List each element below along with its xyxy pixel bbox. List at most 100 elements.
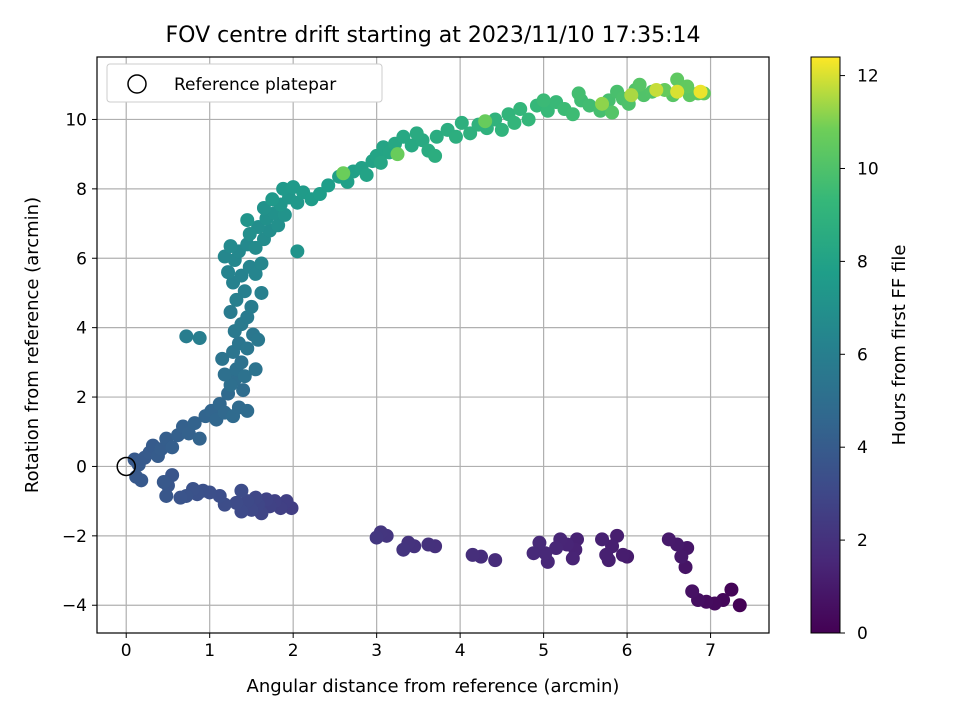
data-point xyxy=(229,292,244,307)
data-point xyxy=(223,239,238,254)
data-point xyxy=(373,155,388,170)
data-point xyxy=(428,148,443,163)
data-point xyxy=(240,341,255,356)
data-point xyxy=(521,112,536,127)
legend-label-reference: Reference platepar xyxy=(174,75,336,95)
chart-title: FOV centre drift starting at 2023/11/10 … xyxy=(166,23,701,48)
legend: Reference platepar xyxy=(106,63,383,103)
colorbar-tick-label: 10 xyxy=(857,159,879,179)
x-axis-label: Angular distance from reference (arcmin) xyxy=(247,676,620,697)
data-point xyxy=(181,426,196,441)
y-axis-label: Rotation from reference (arcmin) xyxy=(22,197,43,493)
reference-point-marker xyxy=(116,456,136,477)
x-tick-label: 0 xyxy=(121,641,132,661)
data-point xyxy=(154,442,169,457)
data-point xyxy=(248,240,263,255)
data-point xyxy=(248,362,263,377)
data-point xyxy=(321,178,336,193)
data-point xyxy=(192,331,207,346)
colorbar-tick-label: 6 xyxy=(857,345,868,365)
data-point xyxy=(465,547,480,562)
data-point xyxy=(632,77,647,92)
data-point xyxy=(290,195,305,210)
x-tick-label: 2 xyxy=(288,641,299,661)
data-point xyxy=(390,147,405,162)
data-point xyxy=(187,416,202,431)
axis-ticks: 0 1 2 3 4 5 6 7 −4 −2 0 2 4 6 8 10 xyxy=(62,110,716,661)
y-tick-label: 2 xyxy=(76,388,87,408)
colorbar-tick-label: 2 xyxy=(857,531,868,551)
x-tick-label: 1 xyxy=(204,641,215,661)
data-point xyxy=(312,187,327,202)
x-tick-label: 6 xyxy=(622,641,633,661)
data-point xyxy=(215,351,230,366)
data-point xyxy=(670,72,685,87)
colorbar-ticks: 0 2 4 6 8 10 12 xyxy=(840,67,879,644)
data-point xyxy=(242,226,257,241)
y-tick-label: −2 xyxy=(62,527,87,547)
data-point xyxy=(404,138,419,153)
data-point xyxy=(271,218,286,233)
colorbar-label: Hours from first FF file xyxy=(889,245,910,446)
data-point xyxy=(229,495,244,510)
data-point xyxy=(256,200,271,215)
data-point xyxy=(685,584,700,599)
data-point xyxy=(549,540,564,555)
data-point xyxy=(396,542,411,557)
data-point xyxy=(478,114,493,129)
data-point xyxy=(724,582,739,597)
data-point xyxy=(565,107,580,122)
data-point xyxy=(595,96,610,111)
y-tick-label: 8 xyxy=(76,180,87,200)
colorbar: 0 2 4 6 8 10 12 Hours from first FF file xyxy=(810,56,910,644)
data-point xyxy=(254,256,269,271)
data-point xyxy=(532,535,547,550)
data-point xyxy=(421,537,436,552)
data-point xyxy=(237,369,252,384)
x-tick-label: 3 xyxy=(371,641,382,661)
data-point xyxy=(595,532,610,547)
plot-frame xyxy=(96,56,770,634)
data-points xyxy=(116,72,747,613)
y-tick-label: −4 xyxy=(62,596,87,616)
x-tick-label: 7 xyxy=(705,641,716,661)
grid xyxy=(97,57,769,633)
data-point xyxy=(254,285,269,300)
data-point xyxy=(159,488,174,503)
data-point xyxy=(217,367,232,382)
data-point xyxy=(624,88,639,103)
data-point xyxy=(240,213,255,228)
data-point xyxy=(605,105,620,120)
data-point xyxy=(223,305,238,320)
data-point xyxy=(134,473,149,488)
data-point xyxy=(513,102,528,117)
data-point xyxy=(610,528,625,543)
data-point xyxy=(173,490,188,505)
data-point xyxy=(565,551,580,566)
data-point xyxy=(615,547,630,562)
data-point xyxy=(536,93,551,108)
data-point xyxy=(674,549,689,564)
data-point xyxy=(251,332,266,347)
data-point xyxy=(179,329,194,344)
data-point xyxy=(192,431,207,446)
data-point xyxy=(369,530,384,545)
data-point xyxy=(538,546,553,561)
data-point xyxy=(599,547,614,562)
data-point xyxy=(217,249,232,264)
data-point xyxy=(248,266,263,281)
data-point xyxy=(234,355,249,370)
data-point xyxy=(236,383,251,398)
colorbar-tick-label: 8 xyxy=(857,252,868,272)
data-point xyxy=(409,126,424,141)
data-point xyxy=(454,115,469,130)
data-point xyxy=(526,546,541,561)
y-tick-label: 4 xyxy=(76,319,87,339)
data-point xyxy=(265,192,280,207)
legend-marker-reference xyxy=(127,74,147,94)
colorbar-tick-label: 4 xyxy=(857,438,868,458)
data-point xyxy=(237,284,252,299)
data-point xyxy=(221,265,236,280)
data-point xyxy=(670,84,685,99)
